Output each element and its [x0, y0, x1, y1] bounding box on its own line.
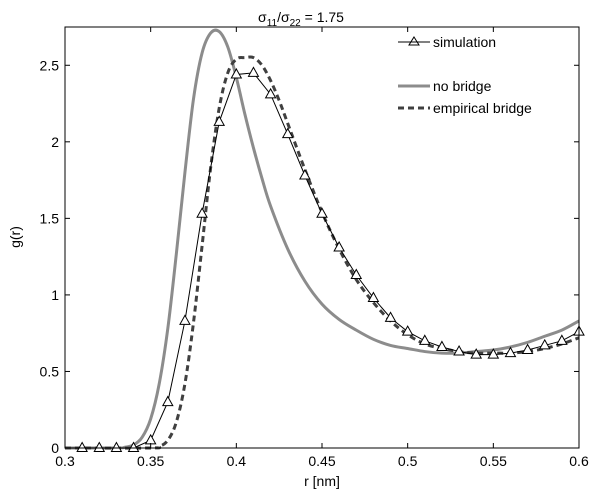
y-axis-label: g(r) — [7, 226, 23, 248]
data-point-simulation — [93, 441, 106, 452]
data-point-simulation — [470, 348, 483, 359]
data-point-simulation — [247, 66, 260, 77]
data-point-simulation — [127, 441, 140, 452]
x-tick-label: 0.5 — [398, 453, 418, 469]
x-tick-label: 0.45 — [308, 453, 335, 469]
x-tick-label: 0.55 — [480, 453, 507, 469]
data-point-simulation — [264, 87, 277, 99]
chart-title: σ11/σ22 = 1.75 — [258, 9, 344, 29]
x-axis: 0.3 0.35 0.4 0.45 0.5 0.55 0.6 — [55, 27, 589, 469]
axes-frame — [64, 26, 580, 449]
x-tick-label: 0.4 — [227, 453, 247, 469]
x-tick-label: 0.3 — [55, 453, 75, 469]
data-point-simulation — [436, 340, 448, 351]
data-point-simulation — [538, 338, 551, 350]
data-point-simulation — [144, 433, 157, 445]
data-point-simulation — [76, 441, 88, 452]
series-line-no-bridge — [64, 28, 580, 450]
legend-label-no-bridge: no bridge — [433, 78, 492, 94]
legend-marker-simulation — [408, 36, 420, 46]
plot-area — [64, 28, 585, 452]
data-point-simulation — [230, 67, 243, 79]
x-axis-label: r [nm] — [304, 473, 340, 489]
data-point-simulation — [418, 334, 431, 345]
data-point-simulation — [350, 268, 363, 280]
data-point-simulation — [316, 207, 328, 218]
data-point-simulation — [179, 314, 191, 325]
legend-label-simulation: simulation — [433, 34, 496, 50]
legend-entry-no-bridge: no bridge — [398, 78, 492, 94]
data-point-simulation — [453, 345, 465, 356]
data-point-simulation — [487, 348, 500, 359]
data-point-simulation — [367, 291, 380, 302]
y-tick-label: 2 — [51, 134, 59, 150]
y-tick-label: 2.5 — [40, 57, 60, 73]
data-point-simulation — [196, 207, 208, 218]
legend-label-empirical-bridge: empirical bridge — [433, 100, 532, 116]
legend: simulation no bridge empirical bridge — [398, 34, 532, 116]
data-point-simulation — [281, 127, 294, 139]
legend-entry-simulation: simulation — [398, 34, 496, 50]
y-tick-label: 0.5 — [40, 363, 60, 379]
data-point-simulation — [161, 395, 174, 407]
data-point-simulation — [213, 115, 226, 126]
data-point-simulation — [556, 334, 568, 345]
x-tick-label: 0.6 — [569, 453, 589, 469]
data-point-simulation — [333, 240, 345, 252]
y-tick-label: 1 — [51, 287, 59, 303]
y-tick-label: 0 — [51, 440, 59, 456]
data-point-simulation — [299, 168, 311, 180]
data-point-simulation — [110, 441, 123, 452]
legend-entry-empirical-bridge: empirical bridge — [398, 100, 532, 116]
x-tick-label: 0.35 — [137, 453, 164, 469]
y-axis: 0 0.5 1 1.5 2 2.5 — [40, 57, 579, 456]
data-point-simulation — [401, 325, 414, 336]
series-line-empirical-bridge — [64, 55, 580, 450]
data-point-simulation — [504, 346, 517, 358]
data-point-simulation — [521, 343, 534, 355]
y-tick-label: 1.5 — [40, 210, 60, 226]
data-point-simulation — [384, 311, 397, 322]
